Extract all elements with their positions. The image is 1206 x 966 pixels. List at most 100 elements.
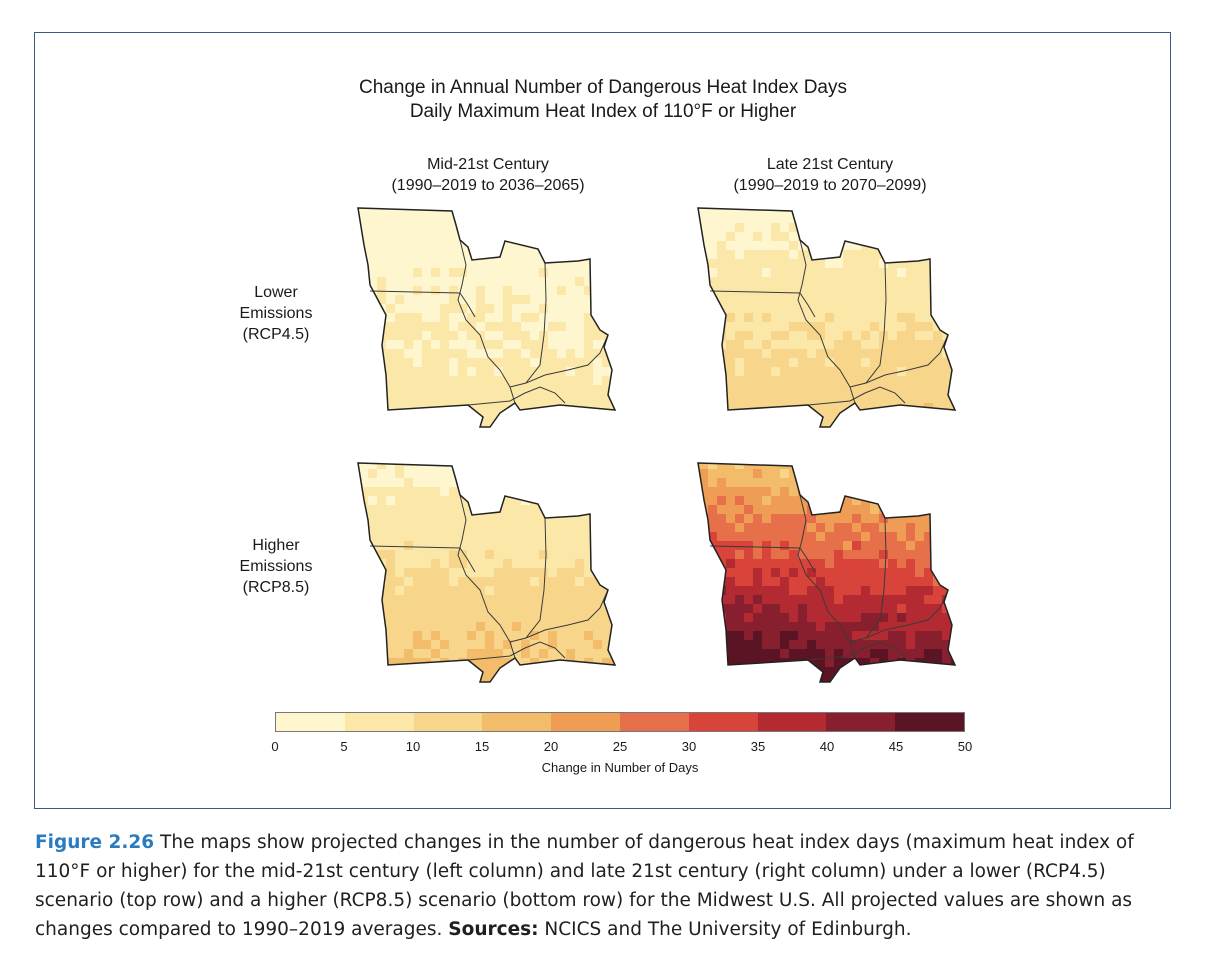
map-cell bbox=[933, 514, 943, 524]
map-cell bbox=[852, 487, 862, 497]
map-cell bbox=[834, 214, 844, 224]
map-cell bbox=[521, 403, 531, 413]
map-cell bbox=[377, 532, 387, 542]
map-cell bbox=[512, 241, 522, 251]
map-cell bbox=[449, 595, 459, 605]
map-cell bbox=[771, 412, 781, 422]
map-cell bbox=[834, 604, 844, 614]
state-border bbox=[369, 545, 476, 573]
map-cell bbox=[924, 331, 934, 341]
map-cell bbox=[602, 241, 612, 251]
map-cell bbox=[521, 322, 531, 332]
map-cell bbox=[494, 232, 504, 242]
map-cell bbox=[584, 313, 594, 323]
state-border bbox=[467, 386, 566, 406]
map-cell bbox=[789, 514, 799, 524]
map-cell bbox=[825, 631, 835, 641]
color-scale-bar bbox=[275, 712, 965, 732]
map-cell bbox=[726, 421, 736, 427]
map-cell bbox=[915, 514, 925, 524]
map-cell bbox=[951, 250, 955, 260]
map-cell bbox=[386, 421, 396, 427]
map-cell bbox=[467, 421, 477, 427]
map-cell bbox=[906, 241, 916, 251]
map-cell bbox=[888, 469, 898, 479]
map-cell bbox=[924, 208, 934, 215]
map-cell bbox=[602, 367, 612, 377]
map-cell bbox=[771, 463, 781, 470]
map-cell bbox=[539, 514, 549, 524]
map-cell bbox=[530, 208, 540, 215]
map-cell bbox=[762, 208, 772, 215]
map-cell bbox=[888, 649, 898, 659]
map-cell bbox=[593, 367, 603, 377]
map-cell bbox=[807, 676, 817, 682]
color-scale-segment bbox=[757, 713, 827, 731]
map-higher-mid bbox=[357, 462, 617, 683]
map-cell bbox=[744, 622, 754, 632]
map-cell bbox=[611, 469, 615, 479]
map-cell bbox=[933, 604, 943, 614]
map-cell bbox=[744, 487, 754, 497]
map-cell bbox=[951, 469, 955, 479]
map-cell bbox=[611, 586, 615, 596]
map-cell bbox=[503, 250, 513, 260]
map-cell bbox=[816, 376, 826, 386]
map-cell bbox=[575, 613, 585, 623]
map-cell bbox=[575, 523, 585, 533]
map-cell bbox=[807, 586, 817, 596]
map-cell bbox=[879, 577, 889, 587]
map-cell bbox=[735, 568, 745, 578]
map-cell bbox=[404, 232, 414, 242]
map-cell bbox=[951, 286, 955, 296]
map-cell bbox=[575, 532, 585, 542]
map-cell bbox=[530, 394, 540, 404]
map-cell bbox=[897, 676, 907, 682]
map-cell bbox=[780, 541, 790, 551]
map-cell bbox=[897, 496, 907, 506]
map-cell bbox=[870, 286, 880, 296]
map-cell bbox=[368, 595, 378, 605]
map-cell bbox=[530, 268, 540, 278]
map-cell bbox=[485, 214, 495, 224]
map-cell bbox=[575, 349, 585, 359]
map-cell bbox=[422, 622, 432, 632]
map-cell bbox=[611, 559, 615, 569]
map-cell bbox=[449, 376, 459, 386]
map-cell bbox=[422, 208, 432, 215]
map-cell bbox=[566, 658, 576, 668]
map-cell bbox=[915, 541, 925, 551]
map-cell bbox=[521, 277, 531, 287]
map-cell bbox=[789, 649, 799, 659]
map-cell bbox=[503, 349, 513, 359]
map-cell bbox=[386, 559, 396, 569]
map-cell bbox=[413, 613, 423, 623]
map-cell bbox=[368, 676, 378, 682]
map-cell bbox=[557, 532, 567, 542]
map-cell bbox=[548, 250, 558, 260]
map-cell bbox=[708, 523, 718, 533]
map-cell bbox=[726, 367, 736, 377]
map-cell bbox=[942, 277, 952, 287]
map-cell bbox=[377, 412, 387, 422]
map-cell bbox=[698, 577, 700, 587]
map-cell bbox=[924, 604, 934, 614]
map-cell bbox=[735, 223, 745, 233]
map-cell bbox=[771, 559, 781, 569]
map-cell bbox=[422, 232, 432, 242]
map-cell bbox=[753, 232, 763, 242]
map-cell bbox=[789, 250, 799, 260]
map-cell bbox=[699, 658, 709, 668]
map-cell bbox=[807, 331, 817, 341]
map-cell bbox=[485, 469, 495, 479]
map-cell bbox=[548, 604, 558, 614]
map-cell bbox=[476, 559, 486, 569]
map-cell bbox=[503, 532, 513, 542]
map-cell bbox=[762, 532, 772, 542]
map-cell bbox=[539, 667, 549, 677]
map-cell bbox=[485, 295, 495, 305]
map-cell bbox=[521, 295, 531, 305]
map-cell bbox=[566, 214, 576, 224]
map-cell bbox=[548, 349, 558, 359]
map-cell bbox=[717, 505, 727, 515]
